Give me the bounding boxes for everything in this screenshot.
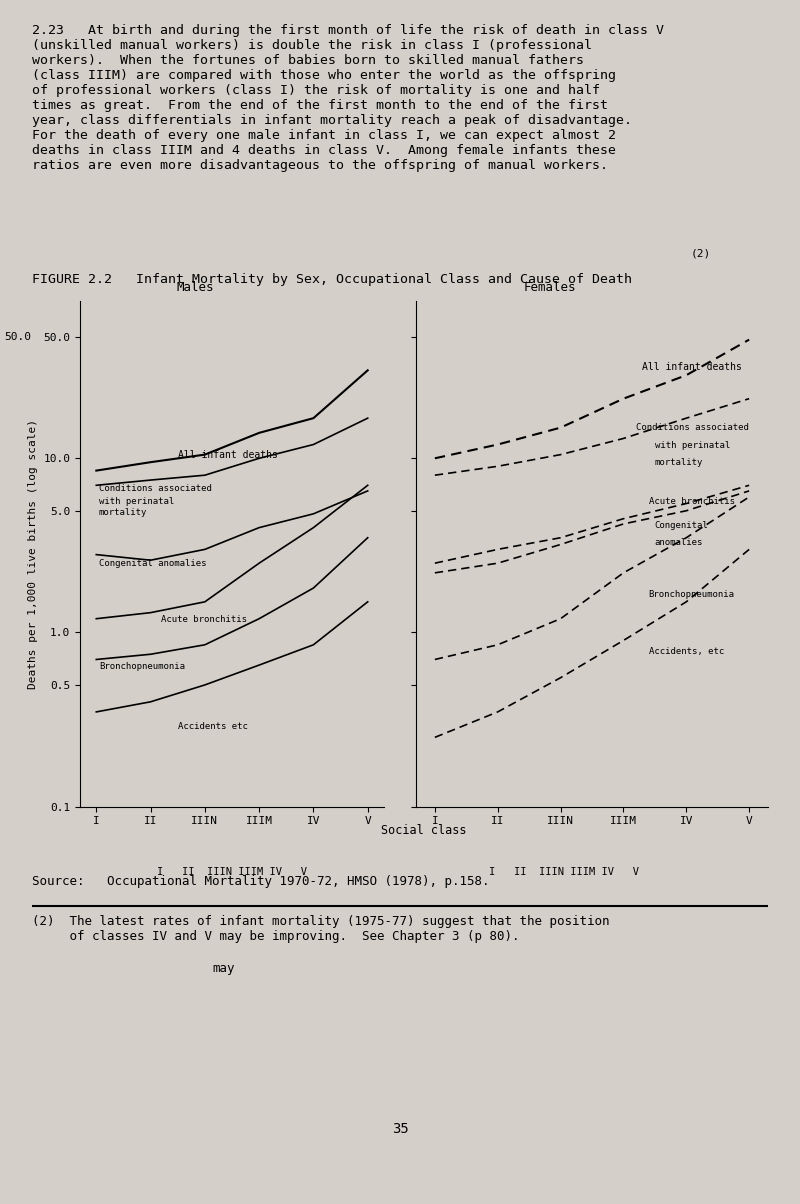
Text: Bronchopneumonia: Bronchopneumonia [99, 662, 185, 671]
Text: I   II  IIIN IIIM IV   V: I II IIIN IIIM IV V [489, 867, 639, 878]
Text: anomalies: anomalies [655, 537, 703, 547]
Text: Congenital anomalies: Congenital anomalies [99, 560, 206, 568]
Text: Accidents, etc: Accidents, etc [649, 648, 724, 656]
Text: I   II  IIIN IIIM IV   V: I II IIIN IIIM IV V [157, 867, 307, 878]
Text: with perinatal: with perinatal [99, 496, 174, 506]
Text: mortality: mortality [99, 508, 147, 518]
Text: 35: 35 [392, 1122, 408, 1135]
Text: Social class: Social class [382, 825, 466, 837]
Text: mortality: mortality [655, 458, 703, 467]
Text: (2)  The latest rates of infant mortality (1975-77) suggest that the position
  : (2) The latest rates of infant mortality… [32, 915, 610, 943]
Text: Acute bronchitis: Acute bronchitis [649, 496, 734, 506]
Text: Bronchopneumonia: Bronchopneumonia [649, 590, 734, 598]
Text: All infant deaths: All infant deaths [642, 362, 742, 372]
Text: Acute bronchitis: Acute bronchitis [162, 615, 247, 624]
Text: Accidents etc: Accidents etc [178, 721, 247, 731]
Text: may: may [212, 962, 235, 975]
Text: (2): (2) [690, 248, 711, 258]
Text: Conditions associated: Conditions associated [636, 423, 749, 432]
Text: Females: Females [523, 281, 576, 294]
Text: with perinatal: with perinatal [655, 441, 730, 450]
Text: Conditions associated: Conditions associated [99, 484, 212, 492]
Text: FIGURE 2.2   Infant Mortality by Sex, Occupational Class and Cause of Death: FIGURE 2.2 Infant Mortality by Sex, Occu… [32, 273, 632, 287]
Text: Males: Males [177, 281, 214, 294]
Text: Congenital: Congenital [655, 520, 709, 530]
Text: All infant deaths: All infant deaths [178, 450, 278, 460]
Text: Source:   Occupational Mortality 1970-72, HMSO (1978), p.158.: Source: Occupational Mortality 1970-72, … [32, 875, 490, 889]
Text: 50.0: 50.0 [4, 331, 31, 342]
Y-axis label: Deaths per 1,000 live births (log scale): Deaths per 1,000 live births (log scale) [28, 419, 38, 689]
Text: 2.23   At birth and during the first month of life the risk of death in class V
: 2.23 At birth and during the first month… [32, 24, 664, 172]
